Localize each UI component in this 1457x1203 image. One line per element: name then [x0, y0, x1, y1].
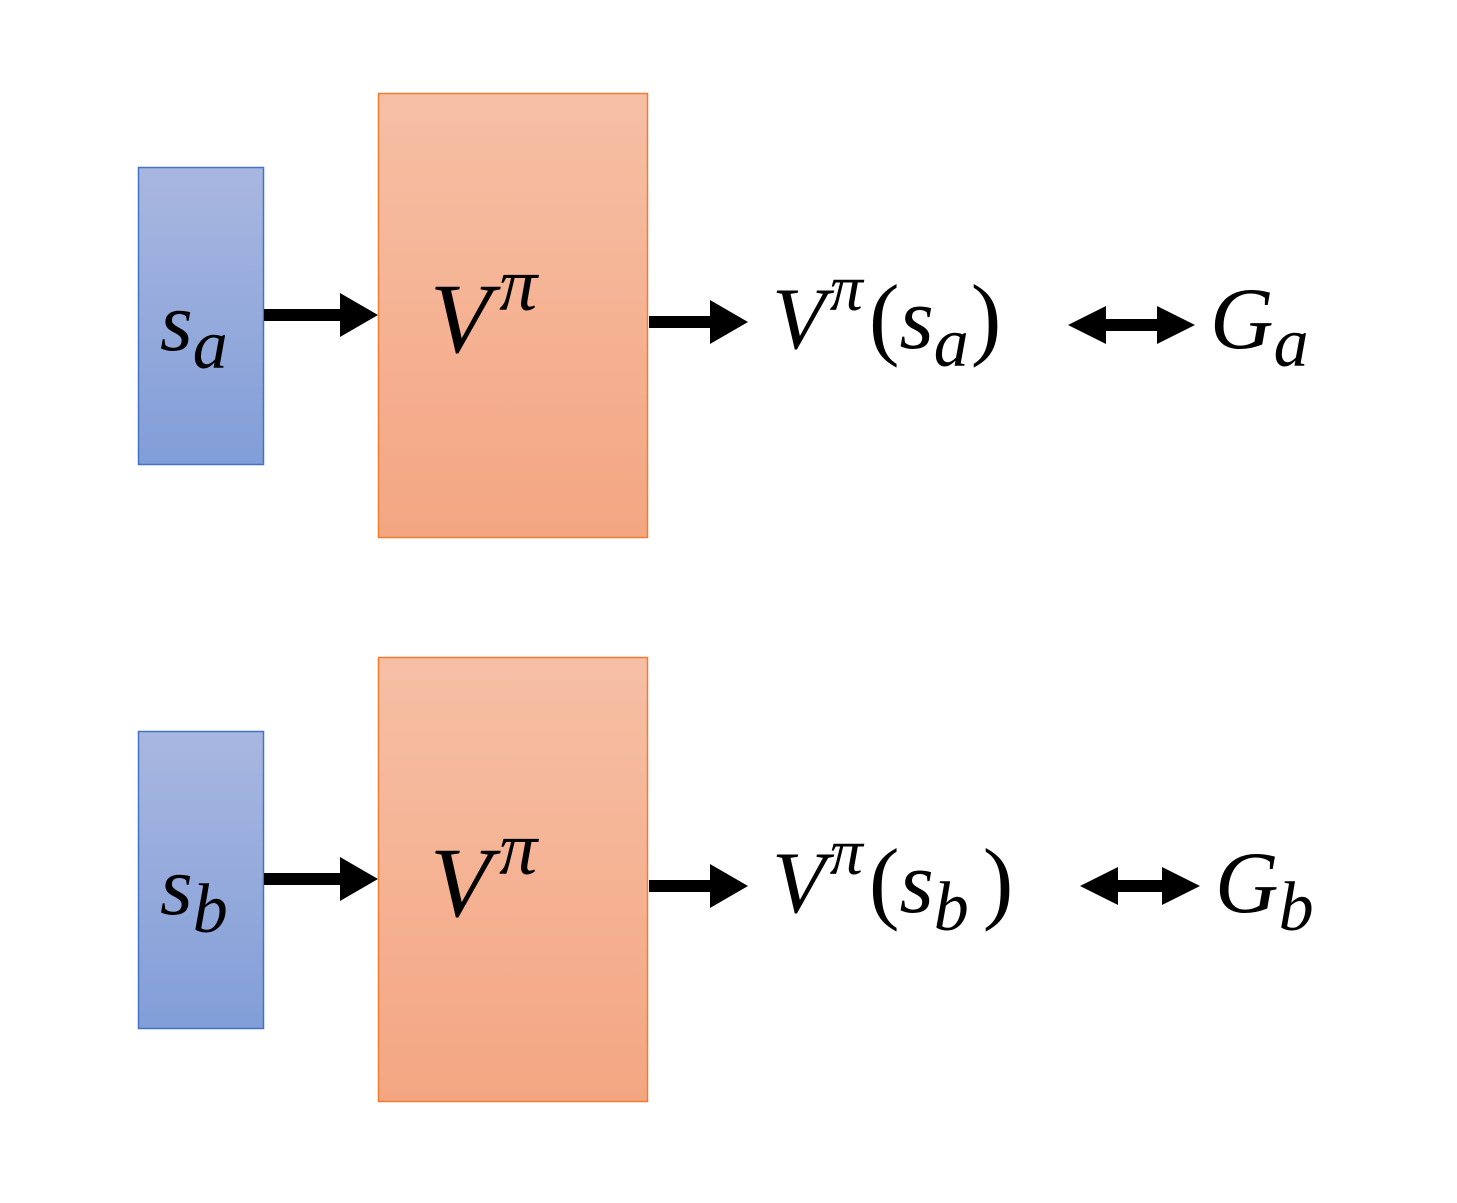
- state-symbol: s: [160, 276, 193, 369]
- open-paren: (: [869, 266, 900, 368]
- value-symbol: V: [430, 827, 501, 938]
- return-subscript: b: [1279, 869, 1314, 946]
- input-state-box: [137, 730, 265, 1030]
- close-paren: ): [971, 266, 1002, 368]
- comparison-arrow: [1068, 306, 1195, 344]
- state-symbol: s: [160, 840, 193, 933]
- return-subscript: a: [1274, 305, 1309, 382]
- value-estimate-label: Vπ(sb): [772, 816, 1013, 946]
- value-symbol: V: [772, 271, 835, 368]
- value-estimate-label: Vπ(sa): [772, 252, 1001, 382]
- value-function-box: [377, 656, 649, 1103]
- input-arrow: [264, 857, 378, 901]
- input-state-label: sb: [160, 840, 228, 948]
- state-subscript: b: [934, 869, 969, 946]
- open-paren: (: [869, 830, 900, 932]
- return-label: Ga: [1210, 271, 1309, 382]
- policy-superscript: π: [830, 816, 865, 889]
- value-symbol: V: [430, 263, 501, 374]
- policy-superscript: π: [830, 252, 865, 325]
- input-state-box: [137, 166, 265, 466]
- input-state-label: sa: [160, 276, 228, 384]
- close-paren: ): [983, 830, 1014, 932]
- return-label: Gb: [1215, 835, 1314, 946]
- input-arrow: [264, 293, 378, 337]
- output-arrow: [649, 864, 748, 908]
- state-subscript: a: [934, 305, 969, 382]
- comparison-arrow: [1080, 867, 1200, 905]
- value-function-box: [377, 92, 649, 539]
- state-subscript: a: [193, 307, 228, 384]
- policy-superscript: π: [499, 807, 539, 891]
- state-subscript: b: [193, 871, 228, 948]
- state-symbol: s: [899, 271, 933, 368]
- value-symbol: V: [772, 835, 835, 932]
- policy-superscript: π: [499, 243, 539, 327]
- state-symbol: s: [899, 835, 933, 932]
- output-arrow: [649, 300, 748, 344]
- return-symbol: G: [1210, 271, 1274, 368]
- return-symbol: G: [1215, 835, 1279, 932]
